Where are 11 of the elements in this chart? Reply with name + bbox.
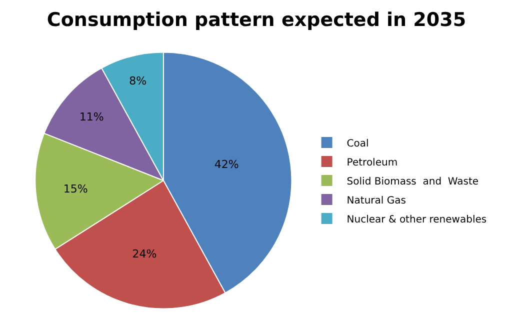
data-label: 11%: [79, 110, 104, 124]
legend-label: Petroleum: [346, 157, 398, 168]
legend-label: Nuclear & other renewables: [346, 214, 487, 226]
legend-label: Solid Biomass and Waste: [346, 176, 479, 188]
legend-label: Coal: [346, 138, 369, 150]
data-label: 42%: [214, 158, 239, 171]
data-label: 24%: [132, 248, 157, 261]
data-label: 15%: [63, 182, 88, 196]
legend-label: Natural Gas: [346, 195, 406, 206]
data-label: 8%: [129, 74, 147, 88]
chart-title: Consumption pattern expected in 2035: [46, 9, 466, 32]
